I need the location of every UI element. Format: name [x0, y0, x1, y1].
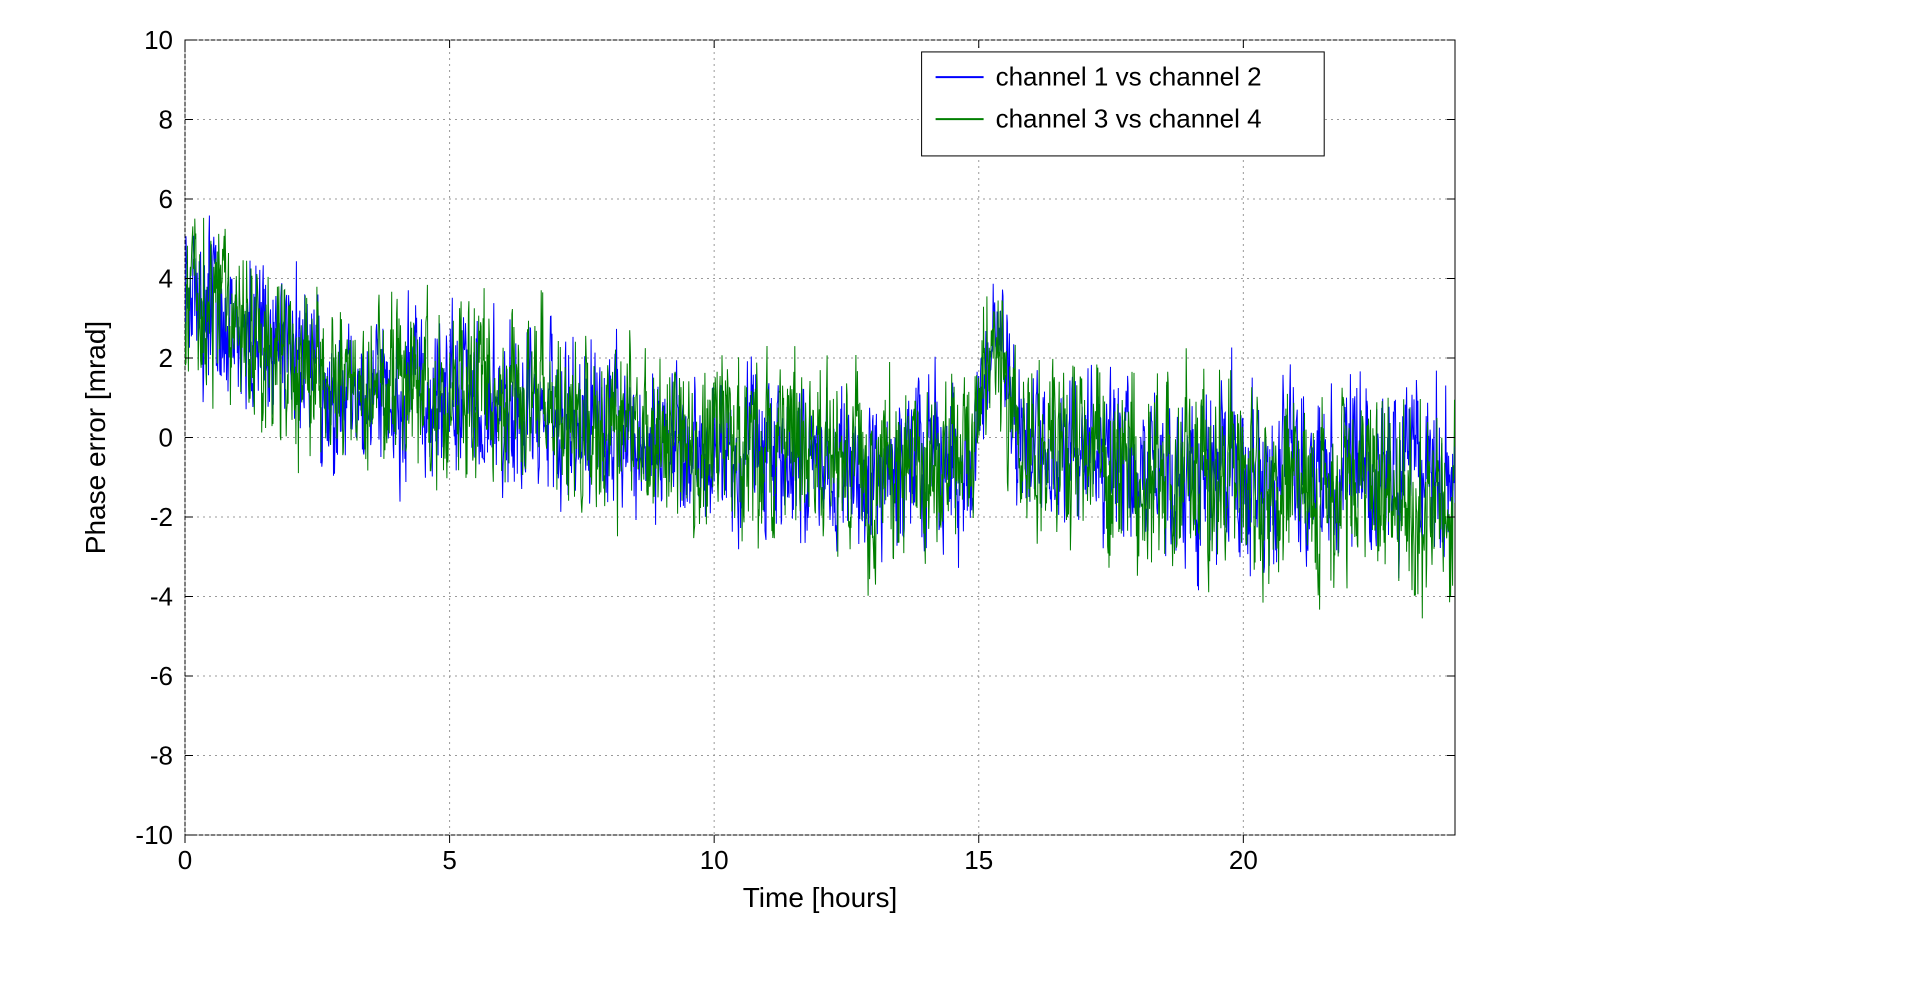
y-tick-label: 0 [159, 423, 173, 453]
y-axis-label: Phase error [mrad] [80, 321, 111, 554]
y-tick-label: 4 [159, 264, 173, 294]
x-tick-label: 5 [442, 845, 456, 875]
y-tick-label: -4 [150, 582, 173, 612]
y-tick-label: 2 [159, 343, 173, 373]
x-tick-label: 20 [1229, 845, 1258, 875]
y-tick-label: -8 [150, 741, 173, 771]
phase-error-chart: 0 5 10 15 20 -10 -8 -6 -4 -2 0 2 4 6 8 10 Time [hours]… [0, 0, 1920, 1003]
y-tick-label: -10 [135, 820, 173, 850]
x-tick-label: 0 [178, 845, 192, 875]
y-tick-label: 10 [144, 25, 173, 55]
y-tick-label: 6 [159, 184, 173, 214]
legend-label: channel 1 vs channel 2 [996, 61, 1262, 91]
y-tick-label: -6 [150, 661, 173, 691]
y-tick-label: -2 [150, 502, 173, 532]
legend-label: channel 3 vs channel 4 [996, 103, 1262, 133]
x-tick-label: 15 [964, 845, 993, 875]
x-axis-label: Time [hours] [743, 882, 898, 913]
x-tick-label: 10 [700, 845, 729, 875]
y-tick-label: 8 [159, 105, 173, 135]
legend: channel 1 vs channel 2 channel 3 vs chann… [922, 52, 1325, 156]
chart-stage: { "chart": { "type": "line", "canvas": {… [0, 0, 1920, 1003]
